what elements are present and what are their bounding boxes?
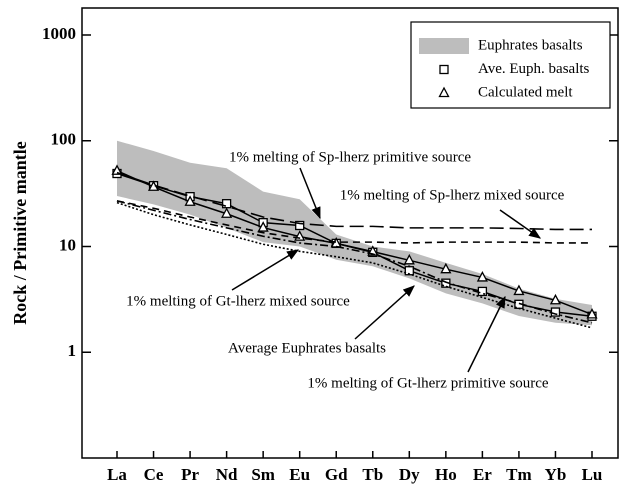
- legend-marker: [438, 86, 450, 98]
- x-tick-label: La: [107, 465, 127, 484]
- triangle-marker: [586, 308, 598, 319]
- data-line: [116, 170, 593, 316]
- triangle-marker: [111, 164, 123, 175]
- triangle-marker: [476, 271, 488, 282]
- x-tick-label: Gd: [325, 465, 348, 484]
- curve-annotation: 1% melting of Sp-lherz mixed source: [340, 187, 565, 203]
- curve-annotation: 1% melting of Sp-lherz primitive source: [229, 149, 471, 165]
- y-tick-label: 100: [51, 130, 77, 149]
- curve-annotation: 1% melting of Gt-lherz primitive source: [307, 375, 549, 391]
- x-tick-label: Yb: [545, 465, 567, 484]
- annotation: Average Euphrates basalts: [228, 340, 386, 356]
- triangle-marker: [184, 195, 196, 206]
- y-tick-label: 1: [68, 341, 77, 360]
- square-marker: [477, 286, 488, 297]
- legend-label: Ave. Euph. basalts: [478, 61, 590, 77]
- model-curve: [116, 171, 592, 231]
- triangle-marker: [549, 293, 562, 305]
- annotation-arrow: [231, 249, 300, 291]
- square-marker: [550, 307, 561, 317]
- triangle-marker: [221, 207, 233, 218]
- triangle-marker: [257, 221, 269, 232]
- square-marker: [295, 220, 305, 231]
- x-tick-label: Pr: [181, 465, 199, 484]
- y-tick-label: 10: [59, 235, 76, 254]
- y-axis-label: Rock / Primitive mantle: [10, 141, 30, 324]
- x-tick-label: Nd: [216, 465, 238, 484]
- annotation-arrow: [354, 285, 415, 340]
- x-tick-label: Tm: [506, 465, 532, 484]
- triangle-marker: [440, 262, 452, 274]
- x-tick-label: Ce: [144, 465, 164, 484]
- square-marker: [221, 199, 232, 209]
- curve-annotation: 1% melting of Gt-lherz mixed source: [126, 293, 350, 309]
- x-tick-label: Er: [473, 465, 492, 484]
- annotation-arrow: [299, 167, 321, 220]
- triangle-marker: [403, 253, 415, 265]
- x-tick-label: Dy: [399, 465, 420, 484]
- model-curve: [116, 201, 593, 329]
- legend-label: Calculated melt: [478, 84, 573, 100]
- x-tick-label: Tb: [362, 465, 383, 484]
- x-tick-label: Sm: [251, 465, 275, 484]
- x-tick-label: Ho: [435, 465, 457, 484]
- model-curve: [116, 200, 593, 324]
- y-tick-label: 1000: [42, 24, 76, 43]
- x-tick-label: Eu: [289, 465, 310, 484]
- plot-frame: [81, 7, 619, 459]
- range-band: [117, 140, 592, 326]
- annotation-arrow: [467, 295, 506, 373]
- triangle-marker: [513, 284, 525, 296]
- legend-marker: [439, 64, 449, 75]
- model-curve: [116, 200, 592, 244]
- legend-swatch: [419, 38, 469, 54]
- legend-label: Euphrates basalts: [478, 37, 583, 53]
- annotation-arrow: [499, 209, 541, 239]
- x-tick-label: Lu: [582, 465, 603, 484]
